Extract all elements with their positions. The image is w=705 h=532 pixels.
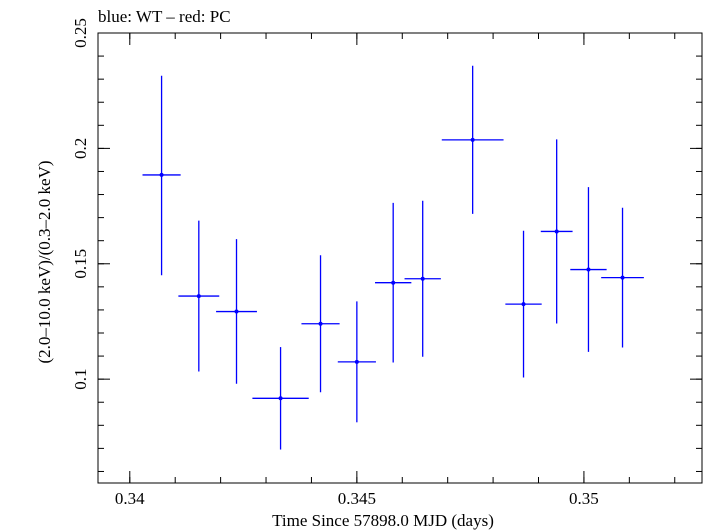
y-tick-label: 0.2 (71, 138, 90, 159)
x-axis-label: Time Since 57898.0 MJD (days) (272, 511, 494, 530)
x-tick-label: 0.35 (569, 489, 599, 508)
point-marker (521, 302, 526, 307)
data-point (601, 207, 644, 348)
data-point (216, 239, 257, 384)
point-marker (420, 276, 425, 281)
point-marker (196, 294, 201, 299)
point-marker (318, 321, 323, 326)
plot-frame (97, 32, 703, 484)
data-point (178, 220, 220, 372)
point-marker (391, 280, 396, 285)
point-marker (354, 359, 359, 364)
data-point (375, 202, 412, 363)
point-marker (620, 275, 625, 280)
data-point (540, 139, 573, 324)
data-point (337, 301, 376, 423)
point-marker (234, 309, 239, 314)
point-marker (470, 137, 475, 142)
data-point (441, 65, 504, 214)
point-marker (586, 267, 591, 272)
point-marker (278, 396, 283, 401)
data-point (301, 255, 340, 393)
chart-title: blue: WT – red: PC (98, 7, 231, 26)
y-tick-label: 0.1 (71, 369, 90, 390)
y-tick-label: 0.25 (71, 18, 90, 48)
data-point (404, 200, 441, 357)
data-point (252, 347, 309, 450)
point-marker (159, 172, 164, 177)
data-point (142, 75, 181, 276)
y-tick-label: 0.15 (71, 249, 90, 279)
x-tick-label: 0.34 (115, 489, 145, 508)
data-marks (142, 65, 644, 450)
y-axis-label: (2.0–10.0 keV)/(0.3–2.0 keV) (35, 160, 54, 363)
data-point (570, 187, 607, 352)
x-tick-label: 0.345 (338, 489, 376, 508)
data-point (505, 230, 542, 378)
ticks: 0.34 0.345 0.35 0.1 0.15 0.2 0.25 (71, 18, 702, 508)
point-marker (554, 229, 559, 234)
